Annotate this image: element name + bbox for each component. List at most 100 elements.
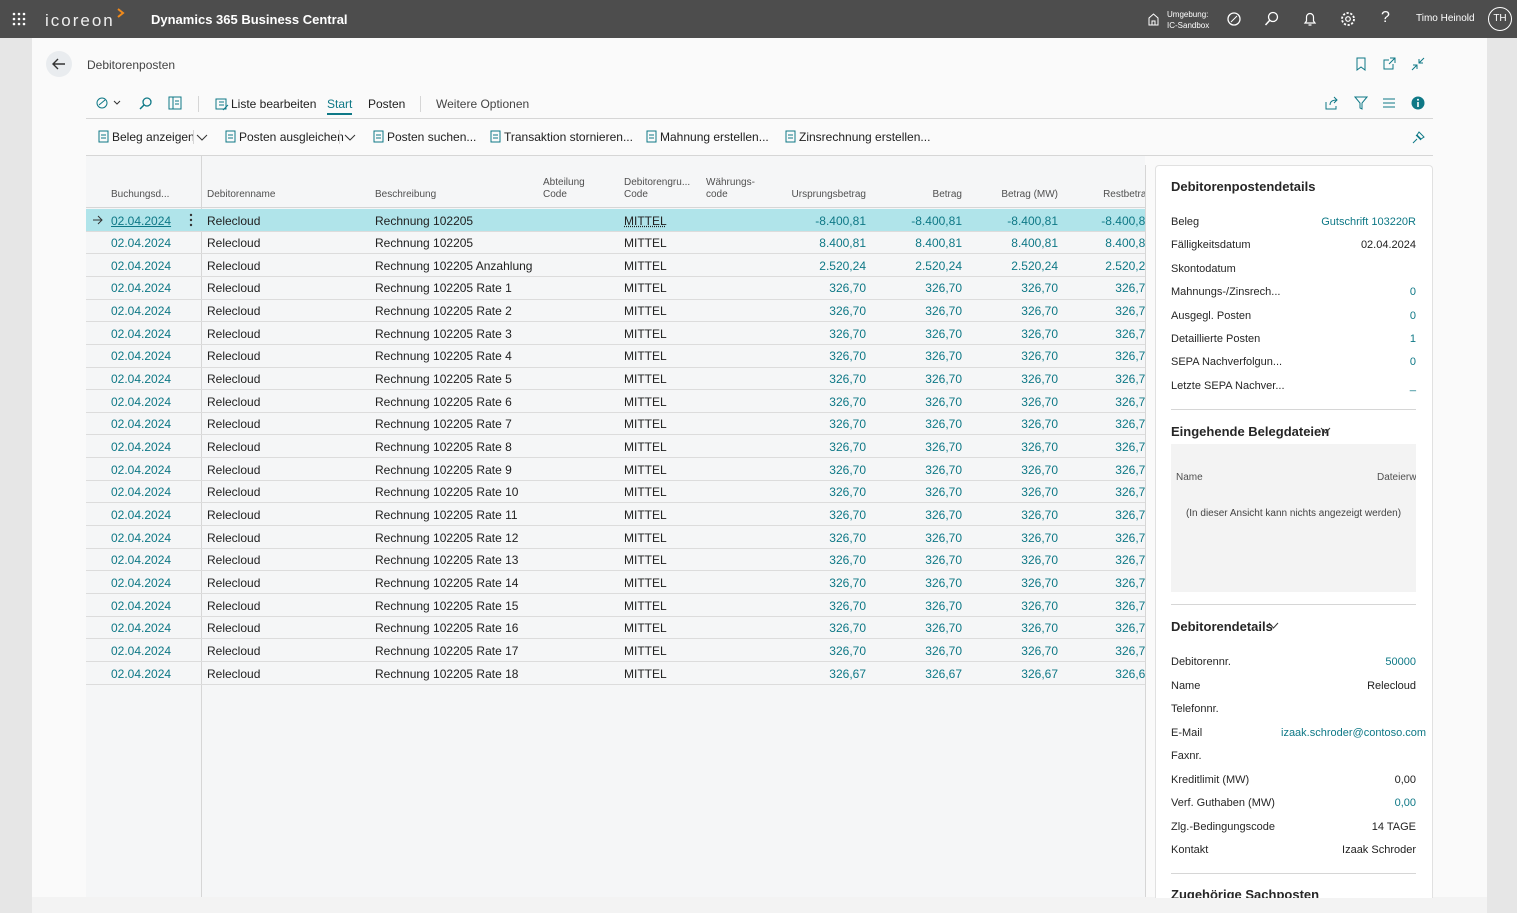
cell-date[interactable]: 02.04.2024 — [111, 530, 172, 545]
cell-amount[interactable]: 326,70 — [925, 304, 962, 319]
cell-original[interactable]: 326,70 — [829, 507, 866, 522]
section-title[interactable]: Debitorendetails — [1171, 619, 1273, 634]
cell-date[interactable]: 02.04.2024 — [111, 213, 172, 228]
back-button[interactable] — [46, 51, 72, 77]
cell-date[interactable]: 02.04.2024 — [111, 643, 172, 658]
row[interactable] — [86, 458, 1145, 481]
cell-remaining[interactable]: 326,70 — [1115, 530, 1145, 545]
cell-amount[interactable]: 326,70 — [925, 440, 962, 454]
field-value[interactable]: izaak.schroder@contoso.com — [1281, 726, 1427, 739]
cell-remaining[interactable]: 326,70 — [1115, 349, 1145, 364]
cell-remaining[interactable]: 2.520,24 — [1105, 258, 1145, 273]
cell-remaining[interactable]: 326,70 — [1115, 372, 1145, 387]
cell-remaining[interactable]: 8.400,81 — [1105, 236, 1145, 251]
cell-remaining[interactable]: 326,70 — [1115, 326, 1145, 341]
brand-logo[interactable]: icoreon — [45, 11, 115, 30]
cell-original[interactable]: -8.400,81 — [815, 213, 866, 228]
row[interactable] — [86, 232, 1145, 255]
cell-remaining[interactable]: 326,70 — [1115, 598, 1145, 613]
app-launcher[interactable] — [12, 12, 26, 26]
cell-original[interactable]: 8.400,81 — [819, 236, 866, 251]
cell-amount[interactable]: 326,70 — [925, 417, 962, 432]
search-list-button[interactable] — [139, 96, 153, 110]
row[interactable] — [86, 594, 1145, 617]
field-value[interactable]: 1 — [1409, 333, 1416, 345]
cell-amount-lcy[interactable]: 326,70 — [1021, 394, 1058, 409]
cell-amount-lcy[interactable]: 326,70 — [1021, 507, 1058, 522]
column-header[interactable]: Restbetrag — [1103, 189, 1145, 200]
cell-amount[interactable]: 326,70 — [925, 372, 962, 387]
field-value[interactable]: Gutschrift 103220R — [1321, 216, 1416, 228]
cell-original[interactable]: 326,70 — [829, 530, 866, 545]
row[interactable] — [86, 277, 1145, 300]
cell-original[interactable]: 326,67 — [829, 666, 866, 681]
tab[interactable]: Posten — [368, 97, 406, 111]
cell-amount-lcy[interactable]: 326,70 — [1021, 643, 1058, 658]
cell-original[interactable]: 326,70 — [829, 598, 866, 613]
settings-button[interactable] — [1340, 11, 1356, 27]
action-button[interactable]: Mahnung erstellen... — [660, 130, 769, 144]
cell-amount[interactable]: 326,70 — [925, 462, 962, 477]
cell-remaining[interactable]: 326,70 — [1115, 553, 1145, 568]
cell-original[interactable]: 326,70 — [829, 417, 866, 432]
cell-amount-lcy[interactable]: 8.400,81 — [1011, 236, 1058, 251]
cell-amount[interactable]: 326,67 — [925, 666, 962, 681]
action-button[interactable]: Zinsrechnung erstellen... — [799, 130, 931, 144]
row[interactable] — [86, 571, 1145, 595]
cell-original[interactable]: 326,70 — [829, 553, 866, 568]
column-header[interactable]: Dateierweiterung — [1377, 472, 1416, 483]
cell-original[interactable]: 326,70 — [829, 440, 866, 454]
cell-amount-lcy[interactable]: 326,70 — [1021, 485, 1058, 500]
cell-amount-lcy[interactable]: 326,67 — [1021, 666, 1058, 681]
filter-pane-button[interactable] — [168, 96, 182, 110]
cell-date[interactable]: 02.04.2024 — [111, 666, 172, 681]
row-menu-button[interactable] — [188, 213, 194, 227]
row[interactable] — [86, 390, 1145, 413]
cell-date[interactable]: 02.04.2024 — [111, 349, 172, 364]
cell-remaining[interactable]: 326,70 — [1115, 304, 1145, 319]
cell-date[interactable]: 02.04.2024 — [111, 598, 172, 613]
cell-amount-lcy[interactable]: 326,70 — [1021, 372, 1058, 387]
cell-date[interactable]: 02.04.2024 — [111, 485, 172, 500]
row[interactable] — [86, 413, 1145, 436]
cell-remaining[interactable]: 326,70 — [1115, 462, 1145, 477]
user-avatar[interactable]: TH — [1488, 7, 1512, 31]
environment-name[interactable]: IC-Sandbox — [1167, 21, 1210, 30]
help-button[interactable]: ? — [1381, 9, 1390, 26]
cell-remaining[interactable]: 326,70 — [1115, 485, 1145, 500]
cell-amount-lcy[interactable]: 326,70 — [1021, 440, 1058, 454]
row[interactable] — [86, 345, 1145, 368]
column-header[interactable]: Währungs- code — [706, 177, 755, 200]
cell-date[interactable]: 02.04.2024 — [111, 507, 172, 522]
cell-amount-lcy[interactable]: 326,70 — [1021, 621, 1058, 636]
cell-remaining[interactable]: 326,70 — [1115, 507, 1145, 522]
cell-date[interactable]: 02.04.2024 — [111, 462, 172, 477]
cell-original[interactable]: 326,70 — [829, 621, 866, 636]
action-button[interactable]: Beleg anzeigen — [112, 130, 195, 144]
row[interactable] — [86, 549, 1145, 572]
column-header[interactable]: Betrag (MW) — [1001, 189, 1058, 200]
cell-amount-lcy[interactable]: -8.400,81 — [1007, 213, 1058, 228]
user-name[interactable]: Timo Heinold — [1416, 13, 1475, 24]
pin-button[interactable] — [1411, 130, 1426, 145]
cell-remaining[interactable]: -8.400,81 — [1101, 213, 1145, 228]
bookmark-button[interactable] — [1354, 57, 1368, 71]
selected-row[interactable] — [86, 209, 1145, 232]
cell-remaining[interactable]: 326,70 — [1115, 394, 1145, 409]
cell-original[interactable]: 326,70 — [829, 575, 866, 590]
cell-date[interactable]: 02.04.2024 — [111, 440, 172, 454]
cell-original[interactable]: 326,70 — [829, 485, 866, 500]
row[interactable] — [86, 300, 1145, 323]
cell-remaining[interactable]: 326,70 — [1115, 281, 1145, 296]
row[interactable] — [86, 322, 1145, 345]
cell-remaining[interactable]: 326,70 — [1115, 621, 1145, 636]
cell-remaining[interactable]: 326,70 — [1115, 643, 1145, 658]
expand-chevron[interactable] — [1268, 622, 1279, 630]
action-button[interactable]: Posten ausgleichen — [239, 130, 344, 144]
cell-original[interactable]: 326,70 — [829, 462, 866, 477]
edit-list-button[interactable]: Liste bearbeiten — [231, 97, 317, 111]
cell-amount[interactable]: 326,70 — [925, 507, 962, 522]
cell-amount-lcy[interactable]: 326,70 — [1021, 349, 1058, 364]
field-value[interactable]: 0 — [1409, 309, 1416, 322]
cell-amount-lcy[interactable]: 326,70 — [1021, 598, 1058, 613]
